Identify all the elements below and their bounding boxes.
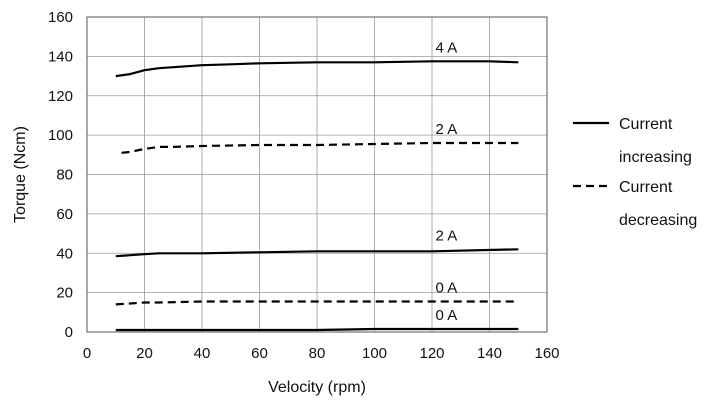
x-axis-title: Velocity (rpm) — [268, 379, 366, 396]
x-tick-label: 60 — [251, 345, 268, 362]
x-tick-label: 100 — [362, 345, 387, 362]
y-tick-label: 60 — [56, 206, 73, 223]
legend: Current increasing Current decreasing — [573, 116, 697, 229]
y-tick-label: 120 — [48, 88, 73, 105]
legend-label-increasing-line1: Current — [619, 116, 673, 133]
x-tick-label: 40 — [194, 345, 211, 362]
y-tick-label: 160 — [48, 9, 73, 26]
series-label-2: 2 A — [436, 227, 458, 244]
series-label-4: 0 A — [436, 307, 458, 324]
legend-label-decreasing-line1: Current — [619, 179, 673, 196]
grid — [86, 16, 548, 333]
y-tick-label: 0 — [65, 324, 73, 341]
series-layer — [115, 60, 519, 332]
series-label-1: 2 A — [436, 121, 458, 138]
plot-area — [86, 16, 548, 333]
series-labels: 4 A 2 A 2 A 0 A 0 A — [436, 39, 458, 324]
y-tick-label: 80 — [56, 167, 73, 184]
x-tick-label: 120 — [419, 345, 444, 362]
y-tick-label: 100 — [48, 127, 73, 144]
y-axis-title: Torque (Ncm) — [12, 126, 29, 223]
series-label-0: 4 A — [436, 39, 458, 56]
legend-label-increasing-line2: increasing — [619, 149, 692, 166]
y-axis-ticks: 0 20 40 60 80 100 120 140 160 — [48, 9, 73, 341]
x-tick-label: 20 — [136, 345, 153, 362]
y-tick-label: 40 — [56, 245, 73, 262]
y-tick-label: 20 — [56, 285, 73, 302]
legend-label-decreasing-line2: decreasing — [619, 212, 697, 229]
series-line-2 — [115, 248, 519, 258]
series-line-1 — [121, 141, 519, 154]
series-line-4 — [115, 327, 519, 332]
x-tick-label: 0 — [83, 345, 91, 362]
series-line-0 — [115, 60, 519, 78]
x-tick-label: 80 — [309, 345, 326, 362]
x-tick-label: 140 — [477, 345, 502, 362]
x-tick-label: 160 — [534, 345, 559, 362]
y-tick-label: 140 — [48, 48, 73, 65]
x-axis-ticks: 0 20 40 60 80 100 120 140 160 — [83, 345, 560, 362]
series-label-3: 0 A — [436, 279, 458, 296]
series-line-3 — [115, 300, 519, 306]
